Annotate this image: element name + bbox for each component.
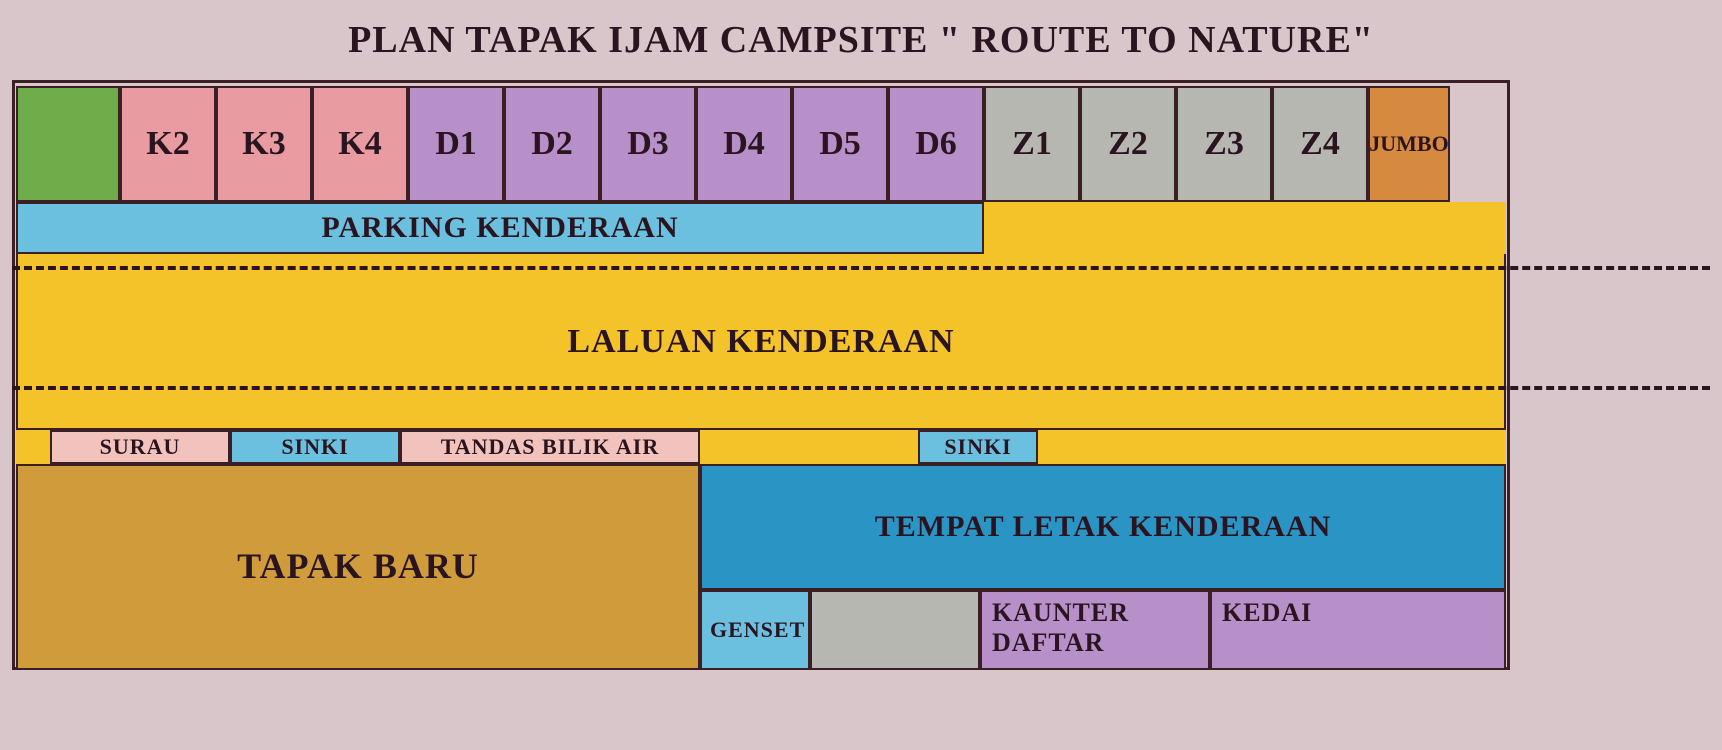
lot-k4: K4 [312,86,408,202]
vehicle-lane-label: LALUAN KENDERAAN [16,254,1506,430]
facility-gap-5 [1038,430,1506,464]
lot-d4: D4 [696,86,792,202]
box-kaunter: KAUNTER DAFTAR [980,590,1210,670]
facility-tandas-bilik-air: TANDAS BILIK AIR [400,430,700,464]
lot-d1: D1 [408,86,504,202]
lot-z4: Z4 [1272,86,1368,202]
lot-d5: D5 [792,86,888,202]
lot-d2: D2 [504,86,600,202]
lot-d3: D3 [600,86,696,202]
facility-sinki: SINKI [918,430,1038,464]
facility-gap-3 [700,430,918,464]
tempat-letak-kenderaan: TEMPAT LETAK KENDERAAN [700,464,1506,590]
lot-z2: Z2 [1080,86,1176,202]
lane-dash-1 [12,266,1710,270]
lot-z3: Z3 [1176,86,1272,202]
facility-surau: SURAU [50,430,230,464]
facility-sinki: SINKI [230,430,400,464]
box-empty-1 [810,590,980,670]
lot-d6: D6 [888,86,984,202]
lot-k3: K3 [216,86,312,202]
box-genset: GENSET [700,590,810,670]
plan-title: PLAN TAPAK IJAM CAMPSITE " ROUTE TO NATU… [0,18,1722,62]
lot-jumbo: JUMBO [1368,86,1450,202]
tapak-baru-area: TAPAK BARU [16,464,700,670]
lot-k2: K2 [120,86,216,202]
lane-dash-2 [12,386,1710,390]
facility-left-gap [16,430,50,464]
box-kedai: KEDAI [1210,590,1506,670]
lot-blank [16,86,120,202]
lot-z1: Z1 [984,86,1080,202]
parking-strip: PARKING KENDERAAN [16,202,984,254]
